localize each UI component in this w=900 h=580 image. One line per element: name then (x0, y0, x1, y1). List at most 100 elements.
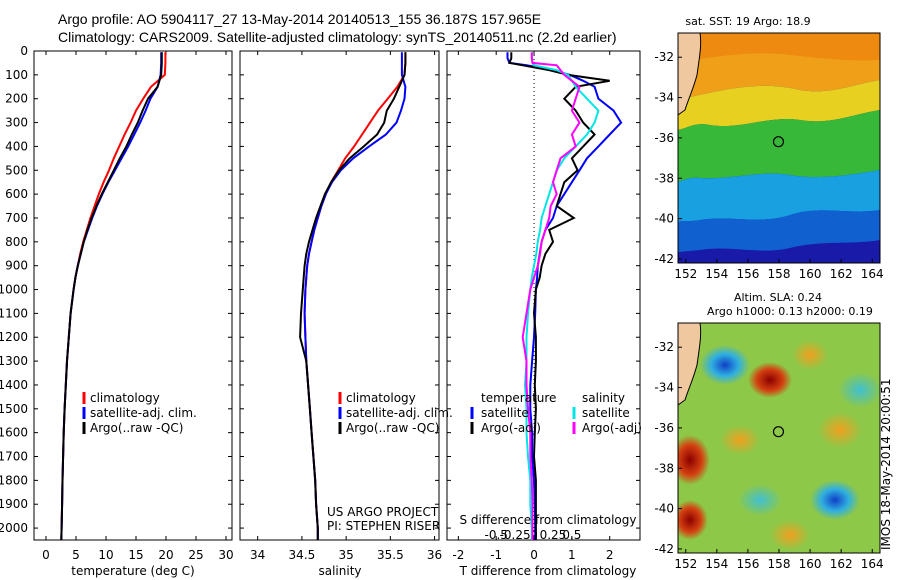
map-y-tick-label: -40 (654, 212, 674, 226)
map-x-tick-label: 152 (674, 267, 697, 281)
x-tick-label: -1 (490, 548, 502, 562)
sla-warm-eddy (748, 362, 792, 398)
project-annotation: US ARGO PROJECT (327, 505, 439, 519)
salinity-plot: 34 34.5 35 35.5 36 (240, 50, 442, 562)
legend-label-argo: Argo(..raw -QC) (90, 421, 183, 435)
depth-tick-label: 1500 (0, 402, 28, 416)
sla-warm-eddy (678, 435, 710, 485)
map-x-tick-label: 158 (768, 267, 791, 281)
legend-label-climatology: climatology (346, 391, 416, 405)
sst-map-title: sat. SST: 19 Argo: 18.9 (685, 15, 810, 28)
legend-title-temperature: temperature (481, 391, 556, 405)
sla-map-title: Altim. SLA: 0.24 (734, 291, 822, 304)
s-tick-label: 0.25 (540, 528, 567, 542)
salinity-legend: climatology satellite-adj. clim. Argo(..… (327, 391, 453, 533)
depth-tick-label: 600 (5, 187, 28, 201)
depth-axis: 0 100 200 300 400 500 600 700 800 900 1000 1100 1200… (0, 44, 28, 535)
sla-warm-eddy (678, 500, 708, 540)
map-y-tick-label: -38 (654, 171, 674, 185)
x-tick-label: 10 (98, 548, 113, 562)
t-difference-xlabel: T difference from climatology (459, 564, 637, 578)
map-x-tick-label: 162 (830, 557, 853, 571)
map-x-tick-label: 152 (674, 557, 697, 571)
depth-tick-label: 1400 (0, 378, 28, 392)
map-x-tick-label: 160 (799, 267, 822, 281)
sst-land (678, 33, 701, 115)
x-tick-label: 35 (338, 548, 353, 562)
map-x-tick-label: 156 (736, 557, 759, 571)
profile-plots: 0 5 10 15 20 25 30 34 34.5 35 35.5 36 -2 -1 0 1 2 -0.5-0.… (34, 50, 640, 562)
temperature-legend: climatology satellite-adj. clim. Argo(..… (82, 391, 197, 435)
series-line-argo-raw-qc- (299, 52, 407, 540)
depth-tick-label: 1200 (0, 330, 28, 344)
series-line-argo-raw-qc- (60, 52, 163, 541)
temperature-plot: 0 5 10 15 20 25 30 (34, 50, 234, 562)
map-x-tick-label: 162 (830, 267, 853, 281)
x-tick-label: 25 (188, 548, 203, 562)
sla-warm-patch (770, 520, 810, 550)
depth-tick-label: 300 (5, 116, 28, 130)
sst-cyan-band (678, 170, 880, 222)
map-x-tick-label: 156 (736, 267, 759, 281)
map-y-tick-label: -36 (654, 131, 674, 145)
sla-warm-patch (818, 412, 862, 448)
depth-tick-label: 1600 (0, 426, 28, 440)
depth-tick-label: 1700 (0, 450, 28, 464)
series-line-s-argo-adj- (521, 52, 581, 540)
legend-label-t-argo: Argo(-adj) (481, 421, 541, 435)
depth-tick-label: 1900 (0, 497, 28, 511)
sla-map: Altim. SLA: 0.24 Argo h1000: 0.13 h2000:… (654, 291, 883, 571)
map-y-tick-label: -42 (654, 542, 674, 556)
sst-argo-position-marker (772, 136, 785, 148)
depth-tick-label: 500 (5, 163, 28, 177)
sst-map-axes: 152 154 156 158 160 162 164 -32 -34 -36 -38 -40 -42 (654, 50, 883, 281)
x-tick-label: 36 (427, 548, 442, 562)
s-tick-label: 0.5 (562, 528, 581, 542)
legend-label-t-satellite: satellite (481, 406, 529, 420)
salinity-panel-frame (239, 50, 440, 541)
map-y-tick-label: -34 (654, 91, 674, 105)
x-tick-label: 30 (218, 548, 233, 562)
sla-coastline (678, 323, 702, 406)
sst-map: sat. SST: 19 Argo: 18.9 152 154 156 158 160 1… (654, 15, 883, 281)
depth-tick-label: 900 (5, 259, 28, 273)
map-x-tick-label: 160 (799, 557, 822, 571)
x-tick-label: 5 (72, 548, 80, 562)
x-tick-label: 35.5 (377, 548, 404, 562)
map-x-tick-label: 154 (705, 557, 728, 571)
sla-warm-patch (720, 425, 760, 455)
x-tick-label: -2 (452, 548, 464, 562)
map-y-tick-label: -36 (654, 421, 674, 435)
series-line-t-satellite (506, 52, 623, 540)
sla-cool-patch (738, 484, 782, 516)
difference-panel-frame (446, 50, 641, 541)
sst-coastline (678, 33, 702, 116)
s-difference-label: S difference from climatology (460, 513, 637, 527)
x-tick-label: 0 (42, 548, 50, 562)
legend-label-satellite: satellite-adj. clim. (90, 406, 197, 420)
sla-map-subtitle: Argo h1000: 0.13 h2000: 0.19 (707, 305, 873, 318)
sla-map-axes: 152 154 156 158 160 162 164 -32 -34 -36 -38 -40 -42 (654, 340, 883, 571)
series-line-t-argo-adj- (508, 52, 610, 540)
sla-warm-patch (792, 340, 828, 370)
sst-green-band (678, 110, 880, 182)
map-x-tick-label: 158 (768, 557, 791, 571)
x-tick-label: 2 (606, 548, 614, 562)
map-y-tick-label: -40 (654, 502, 674, 516)
sla-cold-eddy (810, 480, 860, 520)
map-y-tick-label: -32 (654, 340, 674, 354)
depth-tick-label: 400 (5, 139, 28, 153)
x-tick-label: 0 (530, 548, 538, 562)
sst-hot-band (678, 33, 880, 62)
sst-yellow-band (678, 80, 880, 130)
depth-tick-label: 0 (20, 44, 28, 58)
map-x-tick-label: 164 (861, 267, 884, 281)
map-y-tick-label: -34 (654, 381, 674, 395)
legend-label-satellite: satellite-adj. clim. (346, 406, 453, 420)
figure-title-line2: Climatology: CARS2009. Satellite-adjuste… (58, 29, 617, 45)
legend-title-salinity: salinity (582, 391, 625, 405)
depth-tick-label: 800 (5, 235, 28, 249)
depth-tick-label: 700 (5, 211, 28, 225)
difference-legend: temperature satellite Argo(-adj) salinit… (460, 391, 642, 527)
